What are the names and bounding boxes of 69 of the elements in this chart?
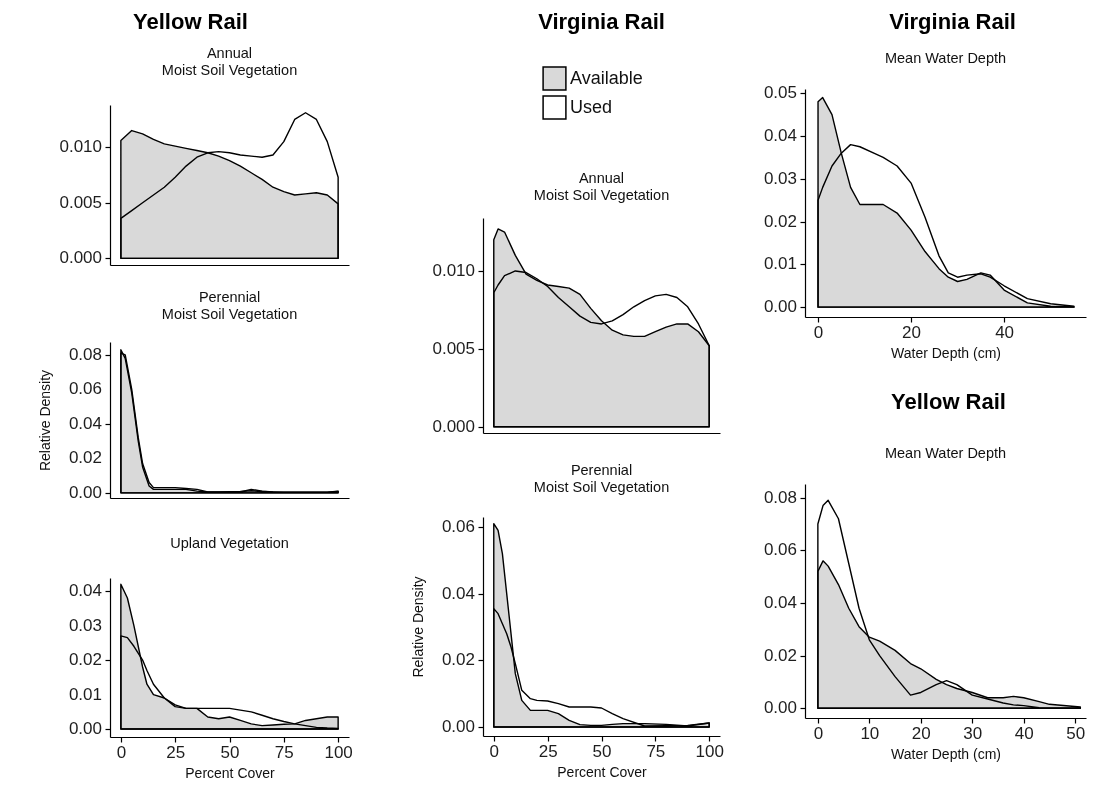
y-tick-label: 0.04 [68, 581, 102, 601]
y-tick-label: 0.00 [441, 717, 475, 736]
x-tick-label: 25 [166, 742, 186, 762]
x-tick-label: 0 [116, 742, 127, 762]
y-tick-label: 0.04 [763, 592, 797, 612]
y-tick-label: 0.000 [432, 416, 475, 436]
x-tick-label: 0 [489, 741, 500, 761]
x-tick-label: 10 [860, 723, 880, 743]
x-tick-label: 50 [220, 742, 240, 762]
x-axis-title: Percent Cover [557, 763, 648, 780]
y-tick-label: 0.010 [59, 137, 102, 157]
x-tick-label: 0 [813, 723, 824, 743]
chart-title: Virginia Rail [538, 9, 665, 34]
y-tick-label: 0.04 [763, 126, 797, 146]
y-tick-label: 0.00 [68, 719, 102, 739]
y-tick-label: 0.04 [68, 413, 102, 433]
y-axis-title: Relative Density [409, 576, 426, 678]
y-tick-label: 0.03 [68, 615, 102, 635]
x-tick-label: 50 [1066, 723, 1086, 743]
chart-subtitle: Upland Vegetation [170, 535, 289, 551]
x-tick-label: 20 [902, 322, 922, 342]
x-tick-label: 30 [963, 723, 983, 743]
legend-label: Used [570, 96, 613, 117]
x-tick-label: 25 [538, 741, 558, 761]
y-tick-label: 0.02 [441, 650, 475, 670]
chart-subtitle: Mean Water Depth [884, 50, 1007, 66]
y-tick-label: 0.04 [441, 583, 475, 603]
chart-subtitle: Perennial Moist Soil Vegetation [161, 289, 298, 322]
x-tick-label: 40 [995, 322, 1015, 342]
x-tick-label: 100 [324, 742, 353, 762]
y-tick-label: 0.010 [432, 260, 475, 280]
y-tick-label: 0.03 [763, 168, 797, 188]
x-tick-label: 40 [1014, 723, 1034, 743]
chart-subtitle: Perennial Moist Soil Vegetation [533, 462, 670, 495]
x-tick-label: 75 [646, 741, 666, 761]
y-tick-label: 0.06 [441, 517, 475, 536]
chart-title: Yellow Rail [133, 9, 248, 34]
y-axis-title: Relative Density [36, 369, 53, 472]
y-tick-label: 0.02 [763, 645, 797, 665]
y-tick-label: 0.01 [68, 684, 102, 704]
chart-title: Yellow Rail [891, 389, 1006, 414]
y-tick-label: 0.05 [763, 83, 797, 103]
x-axis-title: Percent Cover [185, 764, 276, 781]
y-tick-label: 0.06 [68, 379, 102, 399]
x-tick-label: 20 [911, 723, 931, 743]
x-tick-label: 50 [592, 741, 612, 761]
y-tick-label: 0.01 [763, 254, 797, 274]
y-tick-label: 0.02 [68, 448, 102, 468]
legend-label: Available [570, 67, 643, 88]
y-tick-label: 0.00 [763, 698, 797, 718]
y-tick-label: 0.02 [763, 211, 797, 231]
y-tick-label: 0.06 [763, 540, 797, 560]
chart-subtitle: Annual Moist Soil Vegetation [533, 170, 670, 203]
y-tick-label: 0.005 [432, 338, 475, 358]
y-tick-label: 0.00 [68, 482, 102, 502]
chart-subtitle: Annual Moist Soil Vegetation [161, 45, 298, 78]
y-tick-label: 0.08 [763, 487, 797, 507]
x-axis-title: Water Depth (cm) [891, 745, 1001, 762]
chart-title: Virginia Rail [889, 9, 1016, 34]
y-tick-label: 0.00 [763, 297, 797, 317]
chart-subtitle: Mean Water Depth [884, 445, 1007, 461]
x-tick-label: 75 [274, 742, 294, 762]
y-tick-label: 0.000 [59, 248, 102, 268]
y-tick-label: 0.08 [68, 344, 102, 364]
x-tick-label: 100 [695, 741, 724, 761]
y-tick-label: 0.02 [68, 650, 102, 670]
x-axis-title: Water Depth (cm) [891, 344, 1001, 361]
x-tick-label: 0 [813, 322, 824, 342]
y-tick-label: 0.005 [59, 192, 102, 212]
